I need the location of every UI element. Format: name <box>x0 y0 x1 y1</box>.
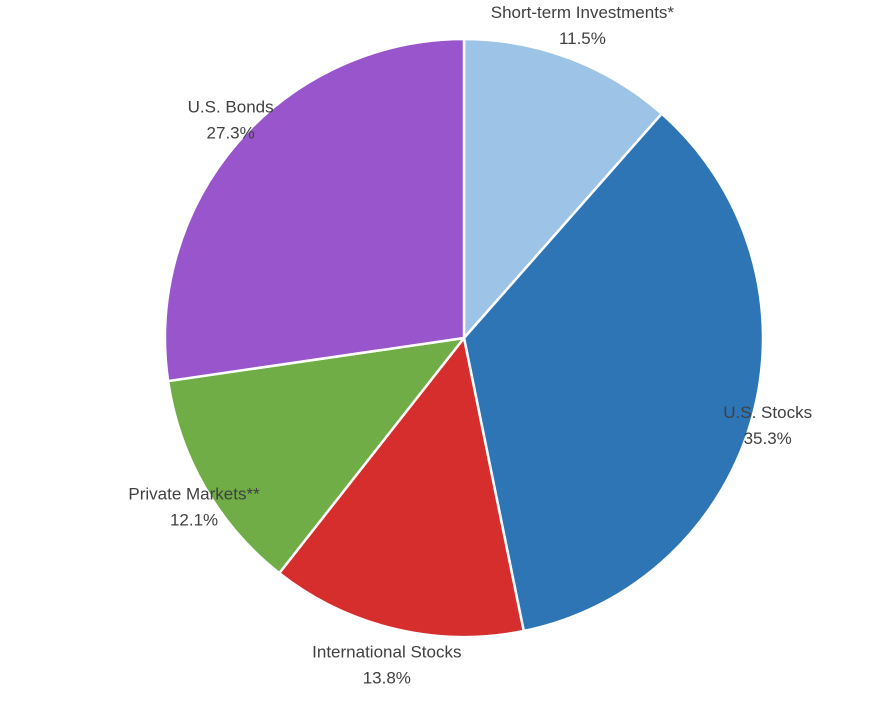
slice-label: Short-term Investments* <box>491 3 675 22</box>
slice-label: U.S. Stocks <box>723 403 812 422</box>
pie-slice <box>166 336 467 575</box>
slice-value-label: 35.3% <box>744 429 792 448</box>
slice-label: Private Markets** <box>128 484 260 503</box>
pie-slice <box>277 335 526 639</box>
slice-value-label: 11.5% <box>559 29 606 48</box>
pie-slice <box>462 37 664 342</box>
slice-value-label: 12.1% <box>170 510 218 529</box>
slice-label: International Stocks <box>312 642 461 661</box>
slice-value-label: 27.3% <box>207 123 255 142</box>
pie-slice <box>163 37 466 383</box>
slice-value-label: 13.8% <box>363 668 411 687</box>
pie-slice <box>462 111 765 633</box>
slice-label: U.S. Bonds <box>188 97 274 116</box>
